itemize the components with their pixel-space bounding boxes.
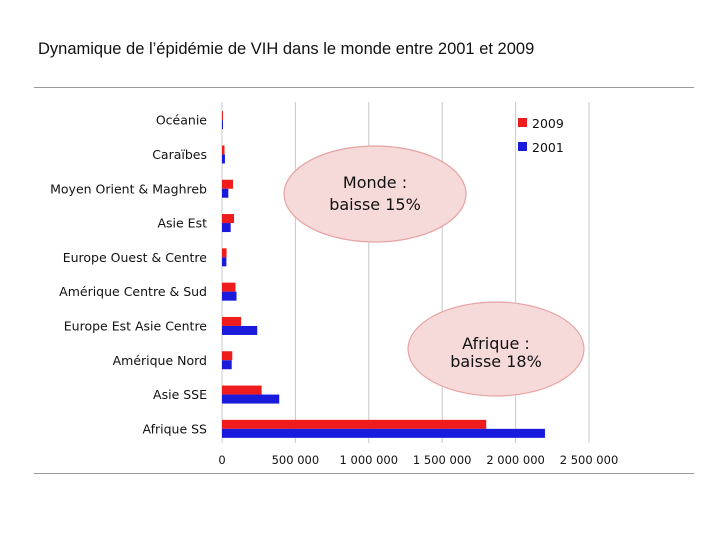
x-tick-label: 1 500 000 bbox=[413, 453, 472, 467]
bars bbox=[222, 111, 545, 438]
callout-monde-line2: baisse 15% bbox=[329, 195, 421, 214]
category-label: Europe Ouest & Centre bbox=[63, 250, 208, 265]
bar-2001 bbox=[222, 394, 280, 404]
bottom-divider bbox=[34, 473, 694, 474]
bar-2001 bbox=[222, 257, 227, 267]
category-label: Caraïbes bbox=[152, 147, 207, 162]
callout-monde: Monde : baisse 15% bbox=[283, 145, 467, 243]
category-label: Amérique Nord bbox=[113, 353, 207, 368]
callout-afrique: Afrique : baisse 18% bbox=[407, 301, 585, 397]
category-label: Europe Est Asie Centre bbox=[64, 318, 208, 333]
category-label: Moyen Orient & Maghreb bbox=[50, 181, 207, 196]
x-tick-labels: 0 500 000 1 000 000 1 500 000 2 000 000 2 500… bbox=[218, 453, 618, 467]
callout-monde-bubble bbox=[283, 145, 467, 243]
category-label: Asie SSE bbox=[153, 387, 207, 402]
callout-monde-line1: Monde : bbox=[343, 173, 407, 192]
bar-2009 bbox=[222, 248, 227, 258]
x-tick-label: 500 000 bbox=[272, 453, 320, 467]
category-label: Amérique Centre & Sud bbox=[59, 284, 207, 299]
category-labels: Océanie Caraïbes Moyen Orient & Maghreb Asi… bbox=[50, 113, 207, 437]
legend-label-2009: 2009 bbox=[532, 116, 564, 131]
bar-2009 bbox=[222, 351, 233, 361]
callout-afrique-line2: baisse 18% bbox=[450, 352, 542, 371]
bar-2001 bbox=[222, 120, 223, 130]
category-label: Asie Est bbox=[157, 216, 207, 231]
bar-2009 bbox=[222, 111, 223, 121]
top-divider bbox=[34, 87, 694, 88]
bar-2001 bbox=[222, 428, 545, 438]
callout-afrique-line1: Afrique : bbox=[462, 334, 530, 353]
x-tick-label: 1 000 000 bbox=[340, 453, 399, 467]
x-tick-label: 0 bbox=[218, 453, 225, 467]
bar-2009 bbox=[222, 316, 242, 326]
bar-2001 bbox=[222, 188, 229, 198]
bar-2001 bbox=[222, 154, 225, 164]
bar-2009 bbox=[222, 419, 487, 429]
legend-label-2001: 2001 bbox=[532, 140, 564, 155]
callout-afrique-bubble bbox=[407, 301, 585, 397]
legend-swatch-2009 bbox=[518, 118, 527, 127]
legend: 2009 2001 bbox=[518, 116, 564, 155]
bar-2001 bbox=[222, 360, 232, 370]
bar-2009 bbox=[222, 385, 262, 395]
category-label: Océanie bbox=[156, 113, 207, 128]
bar-2001 bbox=[222, 325, 258, 335]
slide-title: Dynamique de l’épidémie de VIH dans le m… bbox=[38, 40, 535, 58]
x-tick-label: 2 500 000 bbox=[560, 453, 619, 467]
category-label: Afrique SS bbox=[142, 421, 207, 436]
x-tick-label: 2 000 000 bbox=[486, 453, 545, 467]
bar-2009 bbox=[222, 214, 235, 224]
bar-2009 bbox=[222, 282, 236, 292]
legend-swatch-2001 bbox=[518, 142, 527, 151]
bar-2001 bbox=[222, 223, 231, 233]
bar-2009 bbox=[222, 179, 234, 189]
bar-2009 bbox=[222, 145, 225, 155]
bar-2001 bbox=[222, 291, 237, 301]
